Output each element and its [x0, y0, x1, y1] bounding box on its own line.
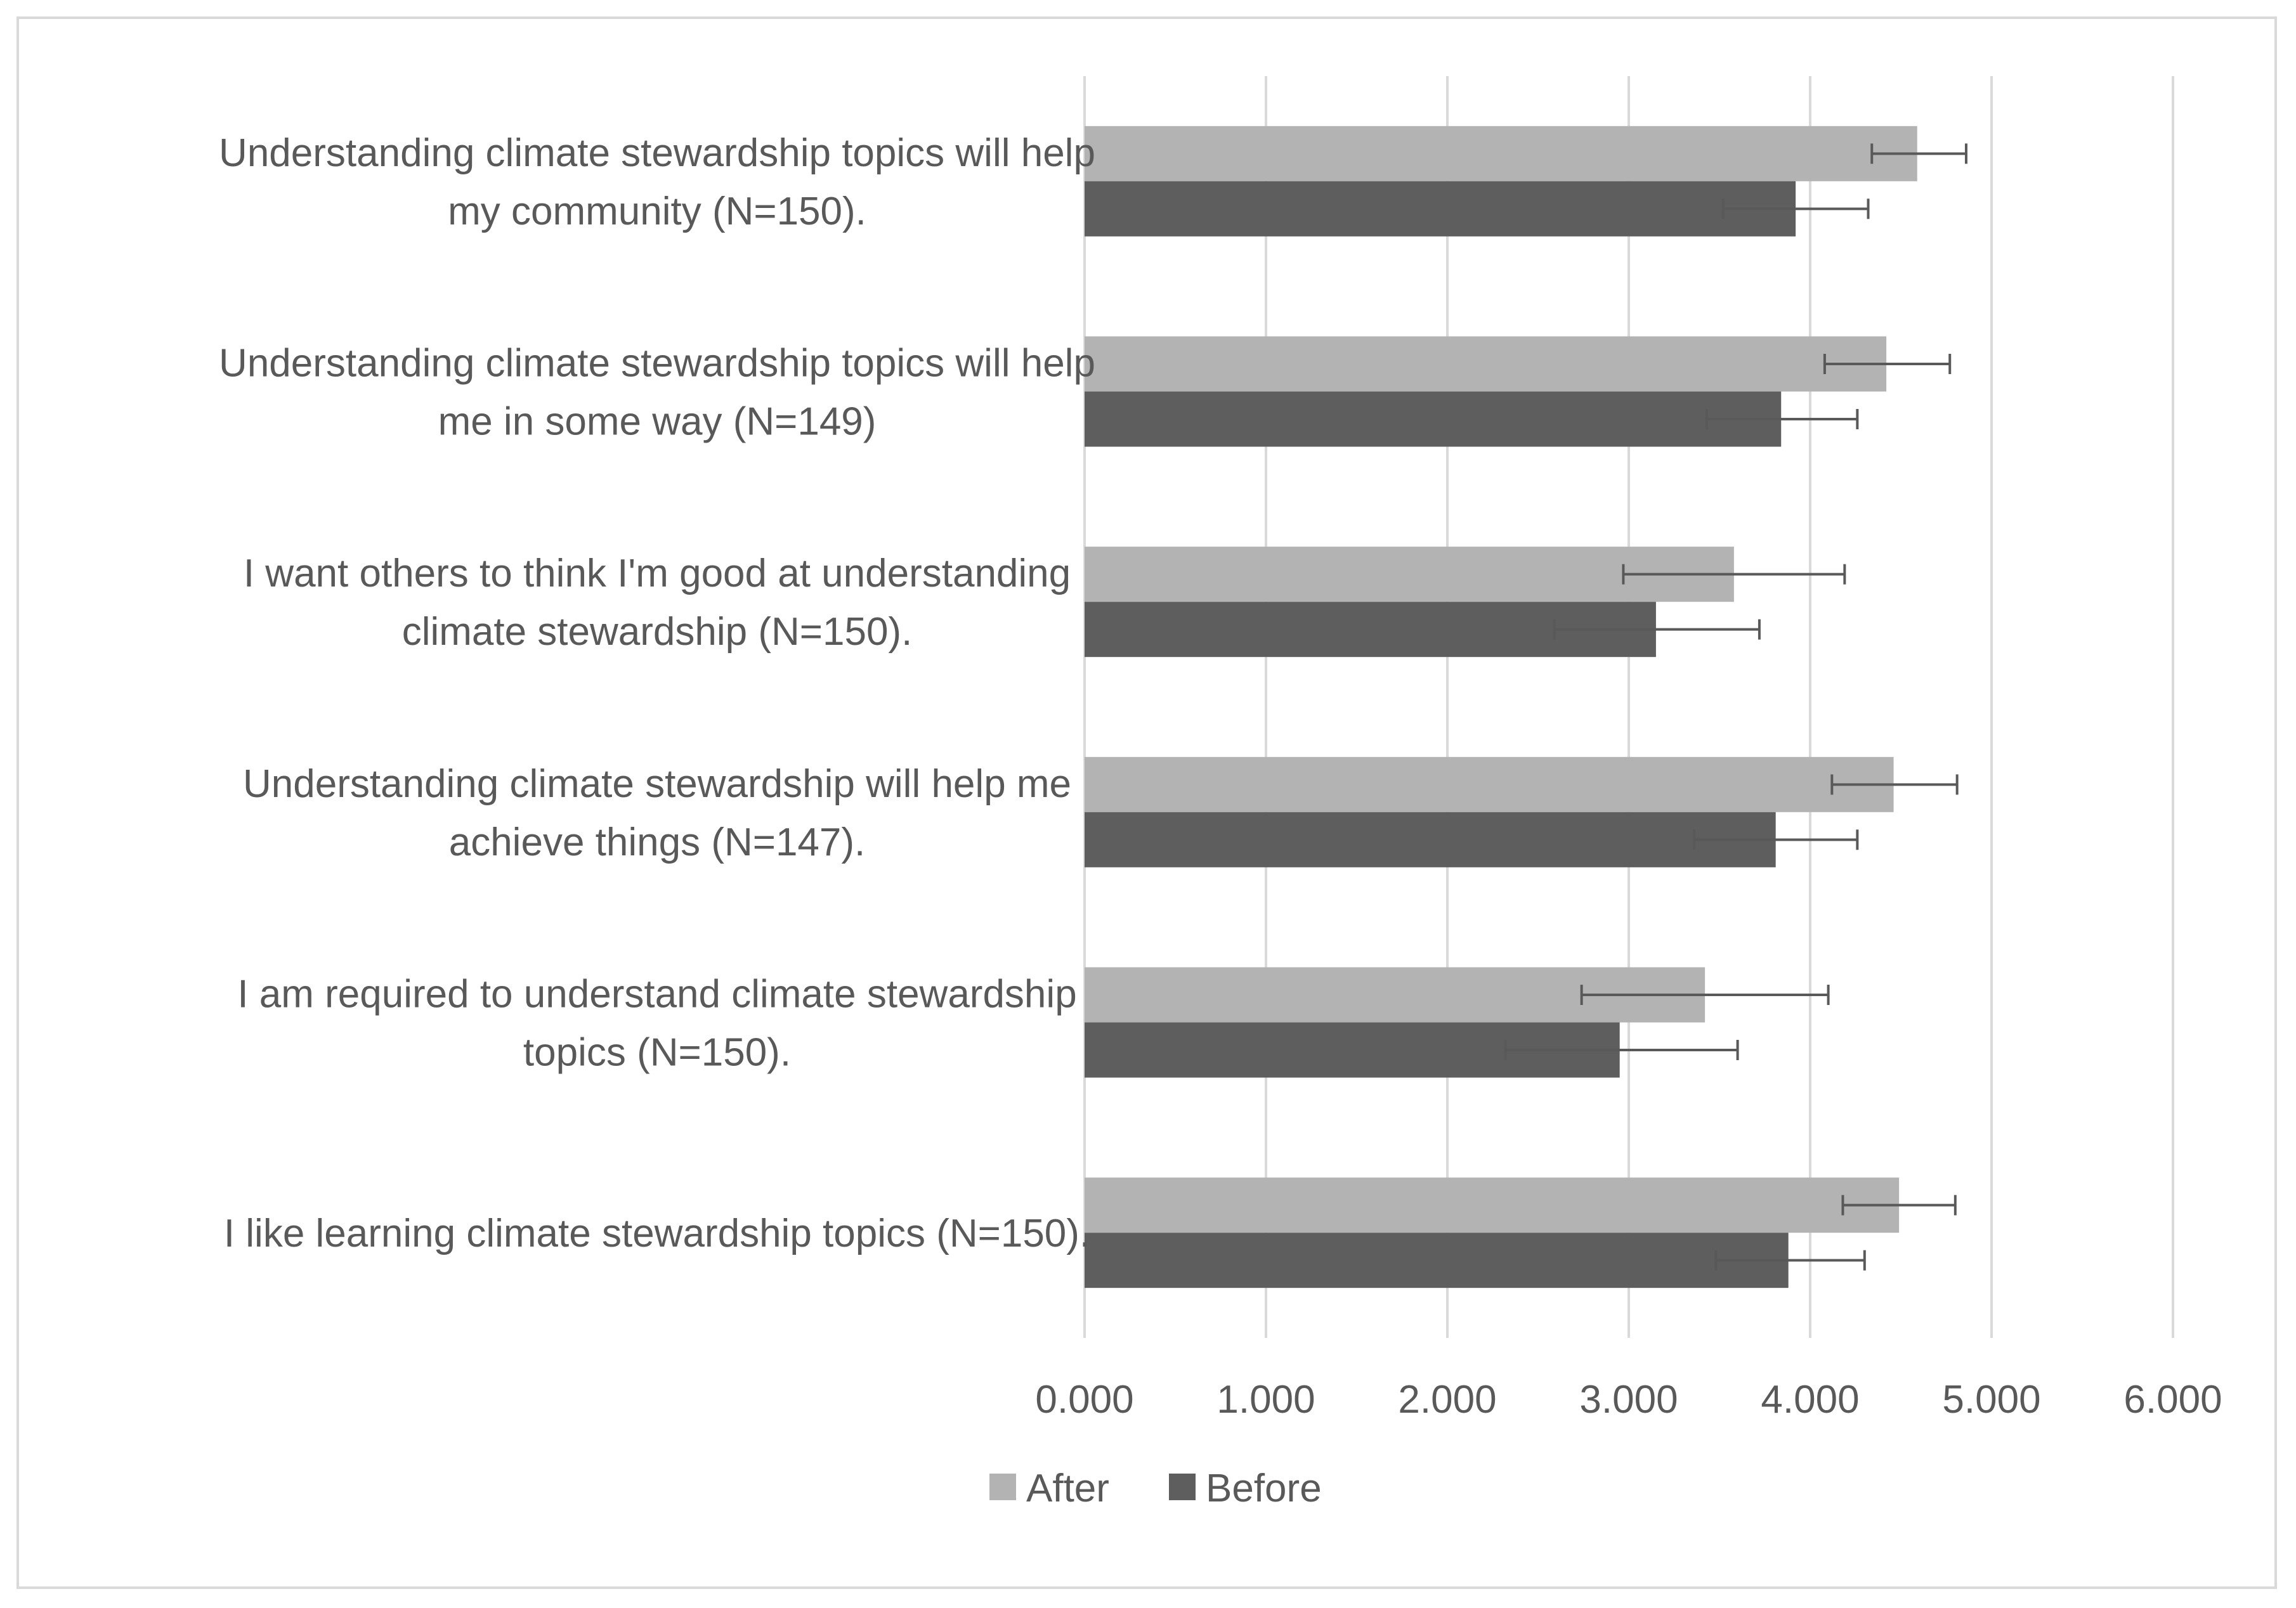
bar-after	[1085, 126, 1917, 181]
bar-before	[1085, 1233, 1789, 1288]
gridlines	[1083, 76, 2174, 1338]
category-label: Understanding climate stewardship topics…	[219, 342, 1095, 386]
legend-swatch-after	[989, 1474, 1016, 1500]
bar-chart: Understanding climate stewardship topics…	[219, 76, 2222, 1510]
bars	[1085, 126, 1917, 1288]
category-label: achieve things (N=147).	[449, 820, 866, 864]
category-label: I am required to understand climate stew…	[237, 973, 1076, 1016]
category-label: Understanding climate stewardship topics…	[219, 131, 1095, 175]
x-tick-label: 2.000	[1398, 1378, 1496, 1422]
x-tick-label: 4.000	[1761, 1378, 1859, 1422]
x-axis-tick-labels: 0.000 1.000 2.000 3.000 4.000 5.000 6.000	[1035, 1378, 2222, 1422]
x-tick-label: 1.000	[1216, 1378, 1315, 1422]
legend-label-before: Before	[1206, 1467, 1322, 1510]
legend: After Before	[989, 1467, 1322, 1510]
category-labels: Understanding climate stewardship topics…	[219, 131, 1095, 1255]
legend-label-after: After	[1026, 1467, 1109, 1510]
category-label: I want others to think I'm good at under…	[244, 552, 1071, 595]
bar-after	[1085, 756, 1894, 812]
category-label: me in some way (N=149)	[438, 400, 877, 444]
bar-before	[1085, 391, 1782, 447]
bar-before	[1085, 812, 1776, 867]
bar-after	[1085, 1177, 1900, 1233]
x-tick-label: 3.000	[1579, 1378, 1678, 1422]
x-tick-label: 0.000	[1035, 1378, 1133, 1422]
error-bars	[1504, 143, 1967, 1271]
bar-before	[1085, 181, 1796, 237]
category-label: my community (N=150).	[448, 190, 866, 233]
category-label: I like learning climate stewardship topi…	[224, 1212, 1090, 1255]
category-label: topics (N=150).	[523, 1031, 791, 1075]
legend-swatch-before	[1169, 1474, 1196, 1500]
x-tick-label: 6.000	[2123, 1378, 2222, 1422]
x-tick-label: 5.000	[1942, 1378, 2040, 1422]
bar-after	[1085, 336, 1887, 392]
category-label: climate stewardship (N=150).	[402, 610, 913, 654]
chart-frame: Understanding climate stewardship topics…	[16, 16, 2277, 1589]
category-label: Understanding climate stewardship will h…	[243, 762, 1071, 806]
